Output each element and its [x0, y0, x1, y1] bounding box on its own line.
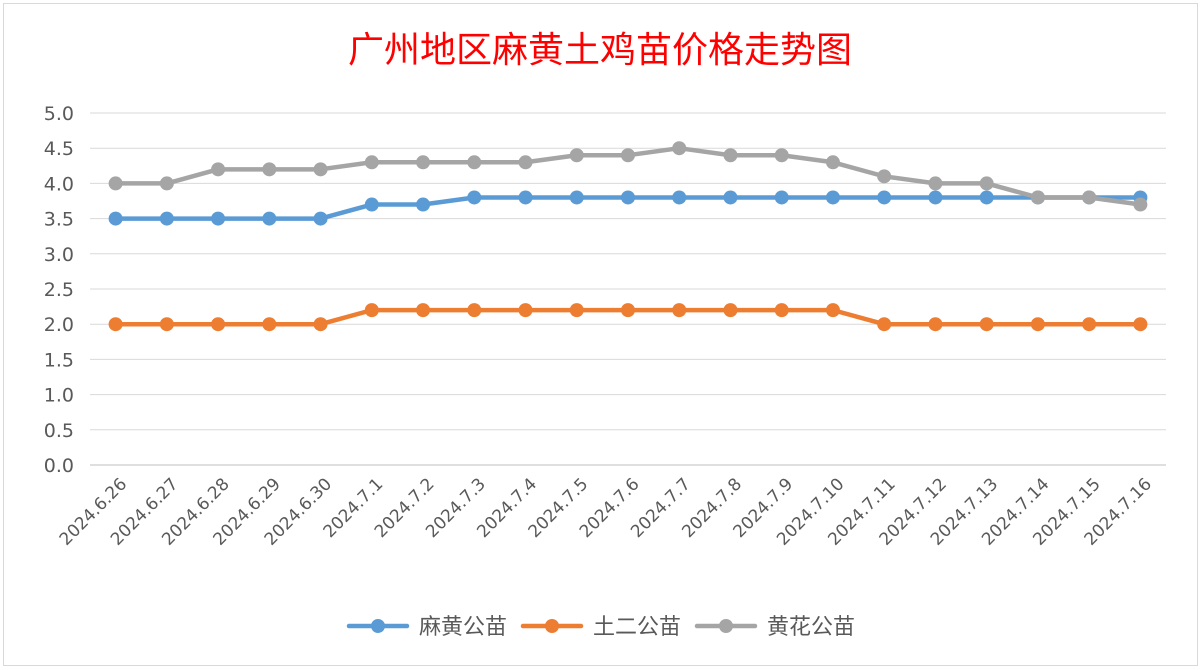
- y-tick-label: 3.0: [44, 244, 74, 266]
- data-point: [569, 190, 584, 205]
- data-point: [364, 197, 379, 212]
- data-point: [211, 317, 226, 332]
- data-point: [723, 303, 738, 318]
- y-tick-label: 2.0: [44, 314, 74, 336]
- legend: 麻黄公苗 土二公苗 黄花公苗: [346, 615, 855, 640]
- y-tick-label: 3.5: [44, 209, 74, 231]
- data-point: [467, 155, 482, 170]
- series-2: [108, 303, 1148, 332]
- y-tick-label: 2.5: [44, 279, 74, 301]
- data-point: [979, 176, 994, 191]
- grid-layer: [90, 112, 1166, 466]
- data-point: [979, 317, 994, 332]
- legend-swatch-marker: [545, 619, 559, 633]
- data-point: [262, 211, 277, 226]
- data-point: [825, 303, 840, 318]
- data-point: [723, 190, 738, 205]
- data-point: [108, 317, 123, 332]
- data-point: [672, 190, 687, 205]
- legend-label: 麻黄公苗: [419, 615, 507, 640]
- data-point: [313, 317, 328, 332]
- data-point: [416, 155, 431, 170]
- data-point: [518, 303, 533, 318]
- y-tick-label: 1.0: [44, 385, 74, 407]
- data-point: [159, 176, 174, 191]
- legend-label: 土二公苗: [593, 615, 681, 640]
- data-point: [1133, 317, 1148, 332]
- data-point: [723, 148, 738, 163]
- data-point: [979, 190, 994, 205]
- y-tick-label: 1.5: [44, 349, 74, 371]
- data-point: [313, 211, 328, 226]
- series-3: [108, 141, 1148, 212]
- data-point: [621, 190, 635, 205]
- data-point: [569, 148, 584, 163]
- data-point: [621, 303, 635, 318]
- data-point: [108, 176, 123, 191]
- data-point: [159, 211, 174, 226]
- data-point: [416, 303, 431, 318]
- data-point: [262, 162, 277, 177]
- data-point: [672, 303, 687, 318]
- data-point: [928, 176, 943, 191]
- y-tick-label: 0.5: [44, 420, 74, 442]
- data-point: [467, 190, 482, 205]
- legend-item-2: 土二公苗: [520, 615, 681, 640]
- legend-item-1: 麻黄公苗: [346, 615, 507, 640]
- data-point: [1082, 190, 1097, 205]
- data-point: [569, 303, 584, 318]
- legend-swatch-marker: [719, 619, 733, 633]
- data-point: [211, 162, 226, 177]
- data-point: [877, 317, 892, 332]
- y-tick-label: 4.0: [44, 173, 74, 195]
- data-point: [774, 148, 789, 163]
- y-tick-label: 0.0: [44, 455, 74, 477]
- data-point: [825, 155, 840, 170]
- data-point: [159, 317, 174, 332]
- data-point: [211, 211, 226, 226]
- y-axis-labels: 0.0 0.5 1.0 1.5 2.0 2.5 3.0 3.5 4.0 4.5 5.0: [44, 103, 74, 477]
- data-point: [1030, 317, 1045, 332]
- data-point: [1030, 190, 1045, 205]
- data-point: [518, 155, 533, 170]
- data-point: [1082, 317, 1097, 332]
- data-point: [877, 169, 892, 184]
- legend-swatch-marker: [371, 619, 385, 633]
- data-point: [108, 211, 123, 226]
- data-point: [416, 197, 431, 212]
- legend-label: 黄花公苗: [767, 615, 855, 640]
- data-point: [621, 148, 635, 163]
- data-point: [774, 190, 789, 205]
- data-point: [672, 141, 687, 156]
- data-point: [364, 155, 379, 170]
- y-tick-label: 4.5: [44, 138, 74, 160]
- data-point: [774, 303, 789, 318]
- chart-title: 广州地区麻黄土鸡苗价格走势图: [348, 30, 852, 71]
- series-1: [108, 190, 1148, 226]
- data-point: [518, 190, 533, 205]
- data-point: [928, 317, 943, 332]
- data-point: [825, 190, 840, 205]
- y-tick-label: 5.0: [44, 103, 74, 125]
- data-point: [877, 190, 892, 205]
- legend-item-3: 黄花公苗: [694, 615, 855, 640]
- data-point: [364, 303, 379, 318]
- x-axis-labels: 2024.6.262024.6.272024.6.282024.6.292024…: [56, 474, 1156, 549]
- data-point: [1133, 197, 1148, 212]
- data-point: [313, 162, 328, 177]
- data-point: [467, 303, 482, 318]
- data-point: [928, 190, 943, 205]
- series-layer: [108, 141, 1148, 332]
- data-point: [262, 317, 277, 332]
